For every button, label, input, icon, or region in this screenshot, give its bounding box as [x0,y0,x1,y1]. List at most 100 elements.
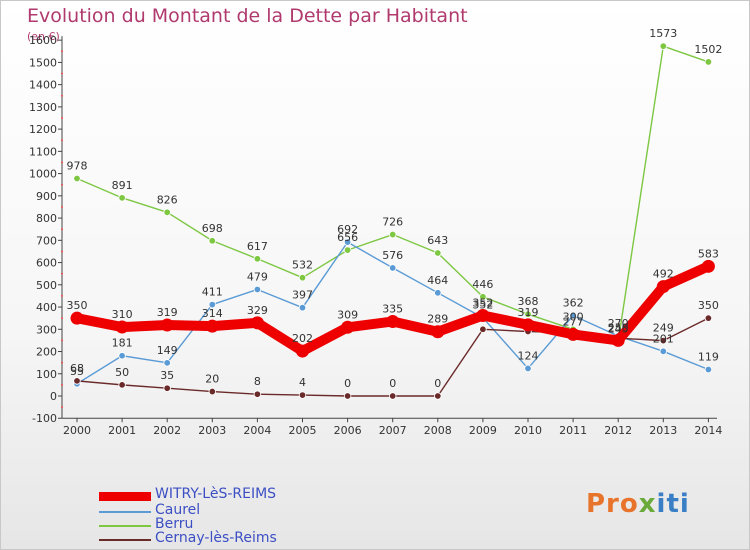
data-point [70,311,84,325]
data-point [298,391,307,399]
y-minor-tick [61,183,63,186]
y-tick-label: 600 [36,257,57,270]
x-tick-label: 2004 [243,424,271,437]
data-point [250,316,264,330]
y-unit-label: (en €) [27,30,60,43]
data-point [659,42,667,50]
data-label: 368 [518,295,539,308]
data-point [115,320,129,334]
data-point [343,392,352,400]
data-label: 656 [337,231,358,244]
x-tick-label: 2003 [198,424,226,437]
y-minor-tick [61,50,63,53]
x-tick-label: 2014 [694,424,722,437]
data-point [479,325,487,333]
data-label: 4 [299,376,306,389]
data-point [704,314,713,322]
data-label: 643 [427,234,448,247]
data-point [659,336,667,345]
proxiti-logo: Proxiti [586,489,690,519]
y-tick-label: 1500 [29,56,57,69]
data-point [434,289,442,297]
y-minor-tick [61,361,63,364]
data-label: 319 [518,306,539,319]
data-point [431,325,445,339]
data-label: 309 [337,308,358,321]
data-point [118,194,126,202]
y-tick-label: 400 [36,301,57,314]
data-point [389,392,397,400]
data-point [205,319,219,333]
data-point [476,308,490,322]
x-tick-label: 2007 [379,424,407,437]
data-point [253,285,262,294]
legend-label: WITRY-LèS-REIMS [155,486,277,502]
data-label: 397 [292,289,313,302]
data-label: 532 [292,259,313,272]
y-minor-tick [61,406,63,409]
data-label: 1502 [694,43,722,56]
data-label: 20 [205,373,219,386]
data-point [656,280,670,294]
data-label: 891 [112,179,133,192]
data-point [163,208,171,216]
y-minor-tick [61,94,63,97]
data-label: 119 [698,351,719,364]
data-point [704,365,713,374]
data-point [566,327,580,341]
y-tick-label: 800 [36,212,57,225]
y-minor-tick [61,228,63,231]
data-label: 50 [115,366,129,379]
data-label: 202 [292,332,313,345]
x-tick-label: 2009 [469,424,497,437]
data-label: 277 [563,315,584,328]
data-point [386,314,400,328]
data-point [659,347,667,355]
legend-swatch [99,492,151,501]
data-point [208,300,216,309]
x-tick-label: 2012 [604,424,632,437]
data-label: 0 [434,377,441,390]
legend-label: Cernay-lès-Reims [155,530,277,546]
data-label: 352 [472,296,493,309]
x-tick-label: 2011 [559,424,587,437]
data-label: 698 [202,222,223,235]
legend-swatch [99,525,151,527]
y-tick-label: 1000 [29,168,57,181]
data-point [611,333,625,347]
data-label: 464 [427,274,448,287]
data-label: 245 [608,323,629,336]
data-label: 362 [563,296,584,309]
data-label: 310 [112,308,133,321]
y-tick-label: -100 [32,412,57,425]
data-point [389,264,397,272]
legend-label: Berru [155,516,194,532]
x-tick-label: 2010 [514,424,542,437]
data-point [434,392,442,400]
data-label: 250 [608,321,629,334]
data-point [341,320,355,334]
data-label: 692 [337,223,358,236]
x-tick-label: 2001 [108,424,136,437]
x-tick-label: 2006 [334,424,362,437]
data-point [160,318,174,332]
data-point [208,387,216,396]
y-tick-label: 1600 [29,34,57,47]
y-minor-tick [61,383,63,386]
data-label: 124 [518,349,539,362]
data-label: 479 [247,270,268,283]
data-label: 978 [67,159,88,172]
data-label: 249 [653,322,674,335]
y-tick-label: 1300 [29,101,57,114]
y-tick-label: 300 [36,323,57,336]
chart-title: Evolution du Montant de la Dette par Hab… [27,5,468,27]
x-tick-label: 2008 [424,424,452,437]
y-minor-tick [61,294,63,297]
y-tick-label: 700 [36,234,57,247]
data-label: 350 [698,299,719,312]
data-label: 446 [472,278,493,291]
legend-label: Caurel [155,502,201,518]
data-point [343,246,352,254]
data-label: 181 [112,337,133,350]
data-label: 617 [247,240,268,253]
